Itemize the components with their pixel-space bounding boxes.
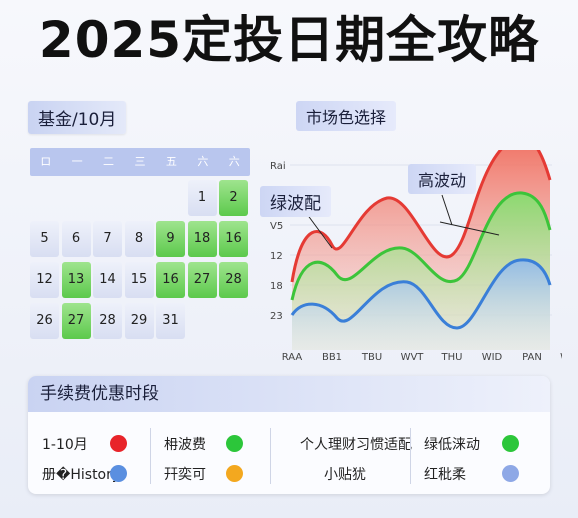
calendar-day-highlighted[interactable]: 27 xyxy=(61,303,91,339)
fee-item-label: 1-10月 xyxy=(42,437,88,453)
x-tick-label: RAA xyxy=(282,352,303,363)
y-tick-label: V5 xyxy=(270,221,283,232)
weekday-label: 三 xyxy=(134,155,146,168)
y-tick-label: 12 xyxy=(270,251,283,262)
fee-panel: 手续费优惠时段 1-10月 枏波费 个人理财习惯适配 绿低涞动册�History 幵奕可… xyxy=(28,376,550,494)
calendar-day-highlighted[interactable]: 2 xyxy=(219,180,248,216)
pointer-line-high-2 xyxy=(439,221,500,236)
fee-item-label: 枏波费 xyxy=(164,437,206,453)
calendar-day-highlighted[interactable]: 16 xyxy=(219,221,248,257)
status-dot xyxy=(502,435,519,452)
status-dot xyxy=(226,465,243,482)
wave-chart: Rai V5 12 18 23 RAA BB1 TBU WVT THU WID PAN WAN xyxy=(270,150,562,363)
fee-panel-title: 手续费优惠时段 xyxy=(28,376,550,412)
blue-series-area xyxy=(292,259,550,350)
x-tick-label: WAN xyxy=(560,352,562,363)
fee-item-label: 幵奕可 xyxy=(164,467,206,483)
high-volatility-label: 高波动 xyxy=(408,164,477,194)
green-wave-label: 绿波配 xyxy=(260,186,331,217)
calendar-day[interactable]: 26 xyxy=(30,303,59,339)
calendar-day[interactable]: 12 xyxy=(30,262,59,298)
calendar-day-highlighted[interactable]: 13 xyxy=(61,262,91,298)
calendar-day[interactable]: 29 xyxy=(124,303,154,339)
status-dot xyxy=(110,435,127,452)
calendar-day[interactable]: 5 xyxy=(30,221,59,257)
x-tick-label: WVT xyxy=(401,352,425,363)
calendar-weekday-header: ロ一二三五六六 xyxy=(30,148,250,176)
calendar-day[interactable]: 15 xyxy=(124,262,154,298)
calendar-day[interactable]: 31 xyxy=(156,303,185,339)
calendar-day[interactable]: 14 xyxy=(93,262,122,298)
green-series-line xyxy=(290,191,552,301)
divider xyxy=(270,428,271,484)
page-title: 2025定投日期全攻略 xyxy=(38,11,540,69)
market-color-label: 市场色选择 xyxy=(296,101,397,131)
calendar-day-highlighted[interactable]: 18 xyxy=(187,221,217,257)
x-tick-label: WID xyxy=(482,352,503,363)
calendar-day-highlighted[interactable]: 9 xyxy=(156,221,185,257)
fee-item-label: 个人理财习惯适配 xyxy=(300,437,412,453)
y-tick-label: 23 xyxy=(270,311,283,322)
red-series-line xyxy=(290,150,552,283)
x-tick-label: PAN xyxy=(522,352,542,363)
weekday-label: 六 xyxy=(228,155,240,168)
calendar-day[interactable]: 7 xyxy=(93,221,122,257)
calendar-day-highlighted[interactable]: 27 xyxy=(187,262,217,298)
fee-item-label: 册�History xyxy=(42,467,121,483)
y-tick-label: Rai xyxy=(270,161,286,172)
divider xyxy=(150,428,151,484)
calendar-day[interactable]: 28 xyxy=(93,303,122,339)
weekday-label: 二 xyxy=(103,155,115,168)
weekday-label: 六 xyxy=(197,155,209,168)
fee-item-label: 小贴犹 xyxy=(324,467,366,483)
status-dot xyxy=(110,465,127,482)
y-tick-label: 18 xyxy=(270,281,283,292)
status-dot xyxy=(226,435,243,452)
x-tick-label: THU xyxy=(441,352,463,363)
weekday-label: 一 xyxy=(71,155,83,168)
x-tick-label: BB1 xyxy=(322,352,342,363)
calendar-label: 基金/10月 xyxy=(28,101,127,134)
fee-item-label: 红秕柔 xyxy=(424,467,466,483)
calendar-day[interactable]: 6 xyxy=(61,221,91,257)
calendar-day-highlighted[interactable]: 16 xyxy=(156,262,185,298)
calendar-day[interactable]: 1 xyxy=(187,180,217,216)
blue-series-line xyxy=(290,258,552,330)
fee-item-label: 绿低涞动 xyxy=(424,437,480,453)
weekday-label: 五 xyxy=(165,155,177,168)
status-dot xyxy=(502,465,519,482)
divider xyxy=(410,428,411,484)
x-tick-label: TBU xyxy=(361,352,382,363)
calendar-day-highlighted[interactable]: 28 xyxy=(219,262,248,298)
weekday-label: ロ xyxy=(40,155,52,168)
calendar-day[interactable]: 8 xyxy=(124,221,154,257)
pointer-line-high xyxy=(441,194,453,226)
